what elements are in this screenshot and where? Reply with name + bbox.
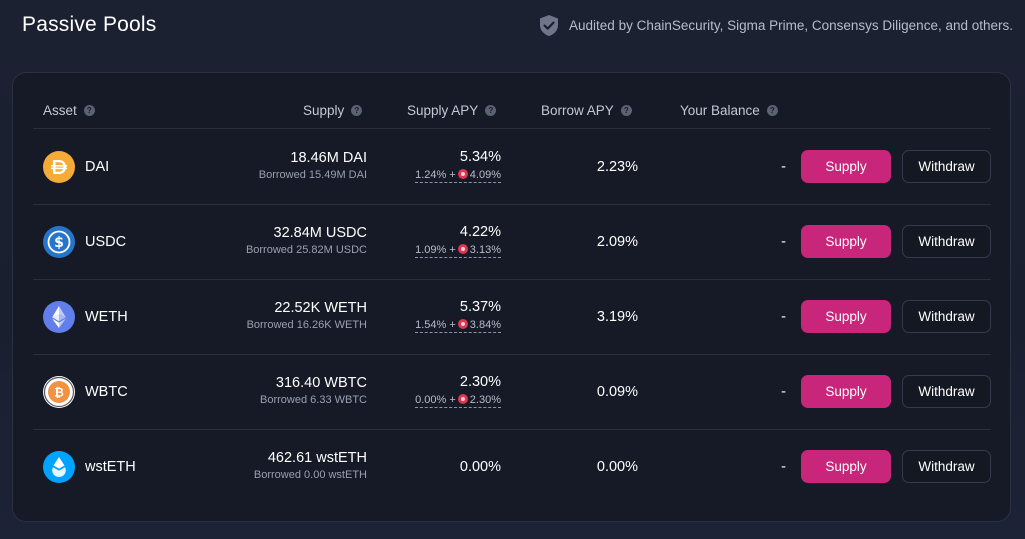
supply-button[interactable]: Supply <box>801 150 891 183</box>
withdraw-button[interactable]: Withdraw <box>902 150 991 183</box>
wsteth-icon <box>43 451 75 483</box>
help-icon[interactable]: ? <box>620 105 632 116</box>
divider <box>33 204 991 205</box>
usdc-icon: $ <box>43 226 75 258</box>
supply-amount: 22.52K WETH <box>274 300 367 316</box>
your-balance: - <box>781 309 786 325</box>
divider <box>33 354 991 355</box>
borrowed-amount: Borrowed 15.49M DAI <box>258 169 367 181</box>
asset-name: WETH <box>85 309 128 325</box>
weth-icon <box>43 301 75 333</box>
wbtc-icon: ₿ <box>43 376 75 408</box>
reward-icon <box>457 394 468 404</box>
borrowed-amount: Borrowed 0.00 wstETH <box>253 469 367 481</box>
help-icon[interactable]: ? <box>351 105 363 116</box>
help-icon[interactable]: ? <box>83 105 95 116</box>
reward-icon <box>457 244 468 254</box>
table-row: ₿ WBTC 316.40 WBTC Borrowed 6.33 WBTC 2.… <box>13 354 1012 429</box>
withdraw-button[interactable]: Withdraw <box>902 450 991 483</box>
reward-icon <box>457 319 468 329</box>
column-header-supply: Supply ? <box>303 103 363 118</box>
borrowed-amount: Borrowed 25.82M USDC <box>245 244 367 256</box>
asset-name: DAI <box>85 159 110 175</box>
apy-breakdown[interactable]: 0.00% + 2.30% <box>415 394 501 408</box>
apy-reward: 3.13% <box>469 244 501 256</box>
divider <box>33 128 991 129</box>
apy-reward: 2.30% <box>469 394 501 406</box>
borrow-apy: 2.09% <box>596 234 638 250</box>
help-icon[interactable]: ? <box>485 105 497 116</box>
svg-text:$: $ <box>54 235 64 251</box>
column-header-balance: Your Balance ? <box>680 103 778 118</box>
svg-text:₿: ₿ <box>54 386 64 400</box>
supply-button[interactable]: Supply <box>801 300 891 333</box>
audit-notice: Audited by ChainSecurity, Sigma Prime, C… <box>539 14 1013 37</box>
column-header-asset: Asset ? <box>43 103 95 118</box>
your-balance: - <box>781 159 786 175</box>
asset-name: wstETH <box>85 459 136 475</box>
supply-apy: 5.37% <box>459 299 501 315</box>
withdraw-button[interactable]: Withdraw <box>902 300 991 333</box>
asset-name: WBTC <box>85 384 128 400</box>
supply-amount: 32.84M USDC <box>273 225 367 241</box>
help-icon[interactable]: ? <box>766 105 778 116</box>
supply-button[interactable]: Supply <box>801 375 891 408</box>
table-row: DAI 18.46M DAI Borrowed 15.49M DAI 5.34%… <box>13 129 1012 204</box>
supply-button[interactable]: Supply <box>801 450 891 483</box>
borrowed-amount: Borrowed 6.33 WBTC <box>260 394 367 406</box>
table-row: WETH 22.52K WETH Borrowed 16.26K WETH 5.… <box>13 279 1012 354</box>
shield-check-icon <box>540 15 559 36</box>
borrow-apy: 3.19% <box>596 309 638 325</box>
column-header-supply-apy: Supply APY ? <box>407 103 497 118</box>
your-balance: - <box>781 459 786 475</box>
supply-amount: 18.46M DAI <box>290 150 367 166</box>
supply-apy: 4.22% <box>459 224 501 240</box>
apy-breakdown[interactable]: 1.24% + 4.09% <box>415 169 501 183</box>
your-balance: - <box>781 384 786 400</box>
your-balance: - <box>781 234 786 250</box>
borrowed-amount: Borrowed 16.26K WETH <box>246 319 367 331</box>
table-row: wstETH 462.61 wstETH Borrowed 0.00 wstET… <box>13 429 1012 504</box>
table-row: $ USDC 32.84M USDC Borrowed 25.82M USDC … <box>13 204 1012 279</box>
supply-amount: 462.61 wstETH <box>267 450 367 466</box>
apy-base: 1.09% + <box>415 244 456 256</box>
borrow-apy: 0.00% <box>596 459 638 475</box>
page-title: Passive Pools <box>22 13 157 36</box>
apy-base: 1.54% + <box>415 319 456 331</box>
apy-reward: 3.84% <box>469 319 501 331</box>
supply-apy: 5.34% <box>459 149 501 165</box>
divider <box>33 429 991 430</box>
passive-pools-table: Asset ? Supply ? Supply APY ? Borrow APY… <box>12 72 1011 522</box>
apy-breakdown[interactable]: 1.09% + 3.13% <box>415 244 501 258</box>
supply-button[interactable]: Supply <box>801 225 891 258</box>
supply-apy: 0.00% <box>459 459 501 475</box>
apy-base: 1.24% + <box>415 169 456 181</box>
supply-amount: 316.40 WBTC <box>275 375 367 391</box>
divider <box>33 279 991 280</box>
withdraw-button[interactable]: Withdraw <box>902 375 991 408</box>
column-header-borrow-apy: Borrow APY ? <box>541 103 632 118</box>
withdraw-button[interactable]: Withdraw <box>902 225 991 258</box>
asset-name: USDC <box>85 234 127 250</box>
apy-breakdown[interactable]: 1.54% + 3.84% <box>415 319 501 333</box>
apy-reward: 4.09% <box>469 169 501 181</box>
borrow-apy: 2.23% <box>596 159 638 175</box>
dai-icon <box>43 151 75 183</box>
audit-text: Audited by ChainSecurity, Sigma Prime, C… <box>569 18 1013 33</box>
supply-apy: 2.30% <box>459 374 501 390</box>
reward-icon <box>457 169 468 179</box>
apy-base: 0.00% + <box>415 394 456 406</box>
borrow-apy: 0.09% <box>596 384 638 400</box>
